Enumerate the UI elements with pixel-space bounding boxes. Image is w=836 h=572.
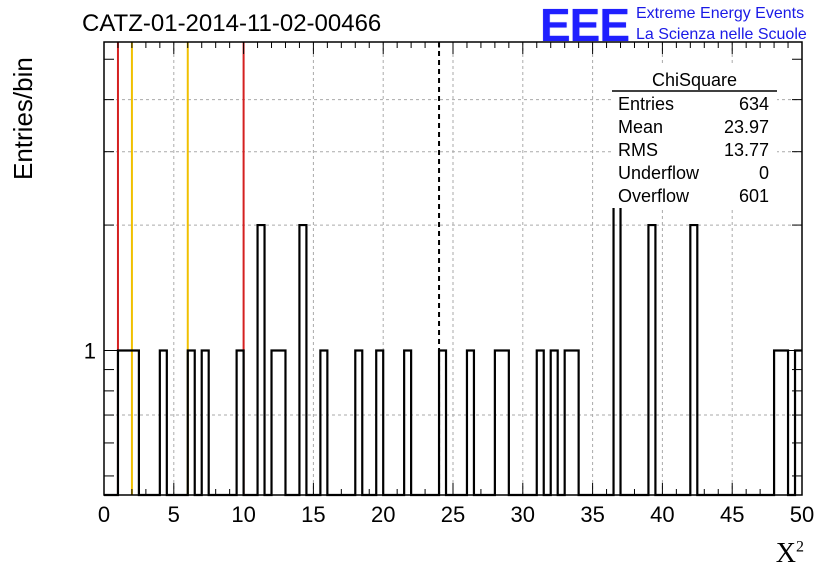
x-tick-label: 45 — [720, 502, 744, 527]
stats-value: 23.97 — [724, 117, 769, 137]
eee-logo: EEE — [540, 0, 630, 51]
logo-line-1: Extreme Energy Events — [636, 5, 805, 22]
logo-line-2: La Scienza nelle Scuole — [636, 26, 807, 43]
x-tick-label: 40 — [650, 502, 674, 527]
x-tick-label: 15 — [301, 502, 325, 527]
x-tick-label: 20 — [371, 502, 395, 527]
x-axis-label-sup: 2 — [796, 538, 804, 556]
x-tick-label: 50 — [790, 502, 814, 527]
chart-title: CATZ-01-2014-11-02-00466 — [82, 10, 382, 37]
stats-value: 634 — [739, 94, 769, 114]
stats-value: 0 — [759, 163, 769, 183]
stats-title: ChiSquare — [652, 70, 737, 90]
histogram-bar — [125, 350, 132, 495]
stats-label: Overflow — [618, 186, 690, 206]
stats-box — [612, 66, 777, 208]
stats-value: 601 — [739, 186, 769, 206]
x-axis-label: X2 — [776, 538, 804, 570]
stats-label: Underflow — [618, 163, 700, 183]
stats-value: 13.77 — [724, 140, 769, 160]
stats-label: RMS — [618, 140, 658, 160]
x-tick-label: 0 — [98, 502, 110, 527]
x-tick-label: 35 — [580, 502, 604, 527]
x-tick-label: 30 — [511, 502, 535, 527]
x-tick-label: 25 — [441, 502, 465, 527]
y-tick-label: 1 — [84, 338, 96, 363]
x-tick-label: 10 — [231, 502, 255, 527]
x-tick-label: 5 — [168, 502, 180, 527]
logo-caption: Extreme Energy Events La Scienza nelle S… — [636, 3, 807, 45]
histogram-outline — [104, 150, 802, 497]
x-axis-label-text: X — [775, 538, 796, 569]
stats-label: Mean — [618, 117, 663, 137]
stats-label: Entries — [618, 94, 674, 114]
